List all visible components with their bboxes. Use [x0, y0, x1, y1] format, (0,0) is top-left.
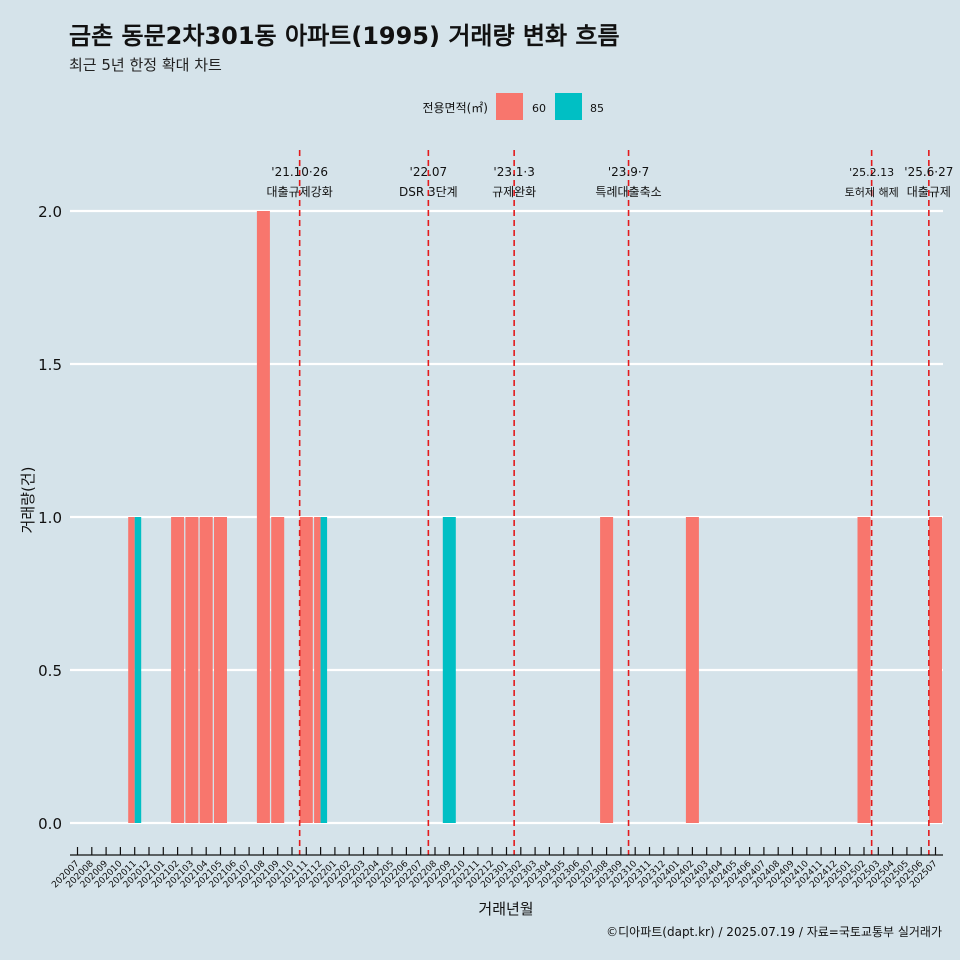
event-label: 규제완화: [492, 185, 536, 199]
bar-60-202109: [271, 517, 285, 823]
legend: 전용면적(㎡) 60 85: [422, 93, 604, 120]
event-date: '25.2.13: [849, 166, 894, 179]
y-axis-ticks: 0.0 0.5 1.0 1.5 2.0: [38, 203, 62, 833]
legend-swatch-85: [555, 93, 582, 120]
bar-60-202102: [171, 517, 185, 823]
event-label: 대출규제: [907, 185, 951, 199]
bar-85-202011: [134, 517, 142, 823]
event-date: '21.10·26: [271, 165, 328, 179]
bar-60-202108: [256, 211, 270, 823]
bar-60-202402: [685, 517, 699, 823]
bar-60-202111: [299, 517, 313, 823]
bar-60-202112: [314, 517, 321, 823]
event-label: 대출규제강화: [267, 185, 333, 199]
legend-label-85: 85: [590, 102, 604, 115]
y-tick-label: 2.0: [38, 203, 62, 221]
bar-60-202104: [199, 517, 213, 823]
bar-60-202011: [128, 517, 135, 823]
y-axis-title: 거래량(건): [19, 467, 37, 534]
y-tick-label: 0.0: [38, 815, 62, 833]
event-date: '23.1·3: [493, 165, 534, 179]
event-label: 토허제 해제: [845, 185, 899, 199]
bar-85-202112: [320, 517, 328, 823]
bar-60-202105: [214, 517, 227, 823]
chart-title: 금촌 동문2차301동 아파트(1995) 거래량 변화 흐름: [69, 22, 620, 50]
legend-swatch-60: [496, 93, 523, 120]
bar-60-202507: [929, 517, 942, 823]
event-date: '25.6·27: [904, 165, 953, 179]
event-date: '23.9·7: [608, 165, 649, 179]
y-tick-label: 0.5: [38, 662, 62, 680]
x-axis-title: 거래년월: [478, 900, 533, 918]
event-label: 특례대출축소: [595, 185, 661, 199]
bar-60-202103: [185, 517, 199, 823]
event-date: '22.07: [410, 165, 448, 179]
event-lines: '21.10·26 대출규제강화 '22.07 DSR 3단계 '23.1·3 규제완화 '…: [267, 150, 953, 855]
y-tick-label: 1.0: [38, 509, 62, 527]
legend-label-60: 60: [532, 102, 546, 115]
bars: [128, 211, 942, 823]
bar-85-202209: [442, 517, 456, 823]
legend-title: 전용면적(㎡): [422, 101, 488, 115]
x-axis: 2020072020082020092020102020112020122021…: [50, 847, 943, 890]
bar-60-202502: [857, 517, 871, 823]
bar-60-202308: [600, 517, 614, 823]
event-label: DSR 3단계: [399, 185, 458, 199]
y-tick-label: 1.5: [38, 356, 62, 374]
chart-subtitle: 최근 5년 한정 확대 차트: [69, 56, 222, 74]
caption: ©디아파트(dapt.kr) / 2025.07.19 / 자료=국토교통부 실…: [606, 925, 942, 939]
